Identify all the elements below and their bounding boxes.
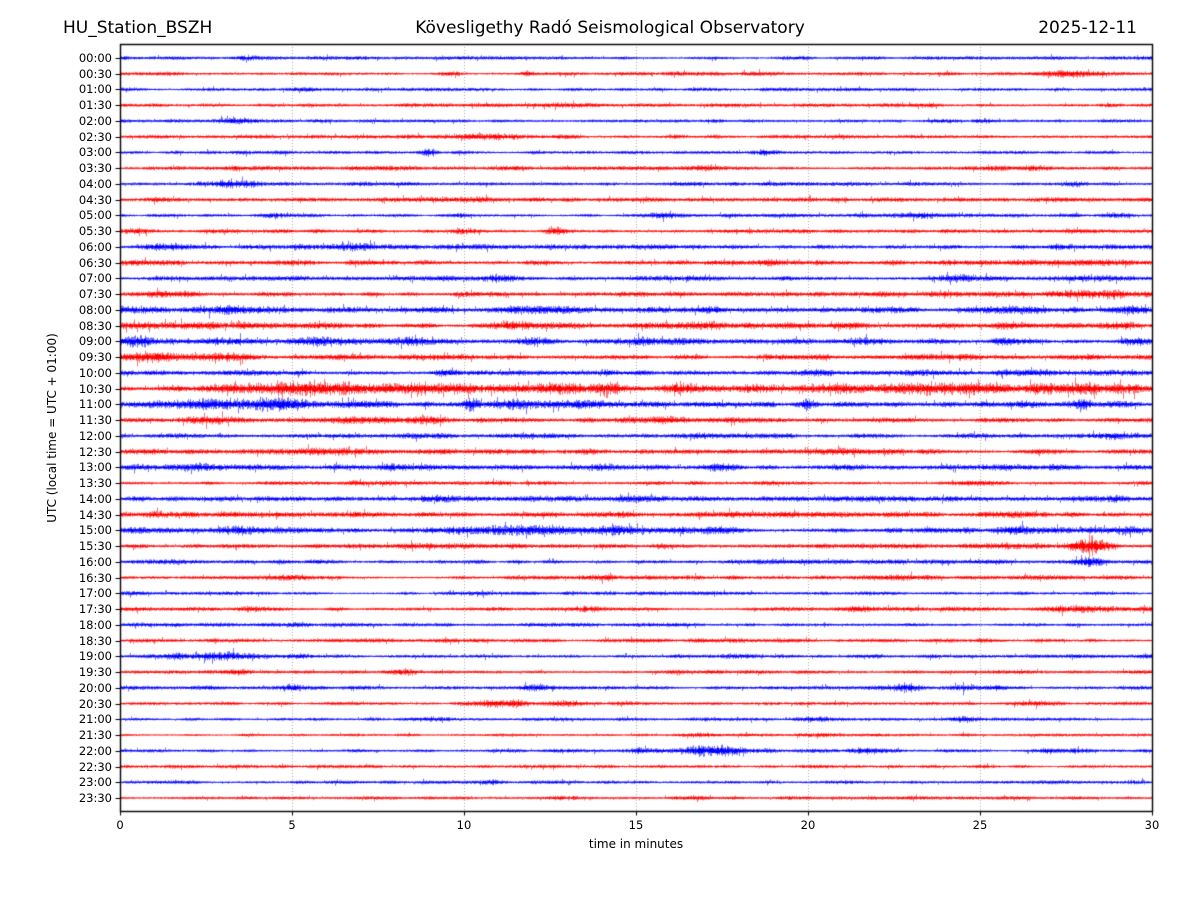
y-tick-label: 05:00 [78, 208, 112, 223]
y-tick-label: 22:30 [78, 759, 112, 774]
y-tick-label: 17:30 [78, 602, 112, 617]
y-tick-label: 11:00 [78, 397, 112, 412]
y-tick-label: 20:30 [78, 696, 112, 711]
x-tick-label: 0 [116, 818, 124, 832]
y-tick-label: 13:00 [78, 460, 112, 475]
y-tick-label: 19:30 [78, 665, 112, 680]
y-tick-label: 15:00 [78, 523, 112, 538]
y-tick-label: 16:00 [78, 554, 112, 569]
y-tick-label: 06:00 [78, 239, 112, 254]
y-tick-label: 21:30 [78, 728, 112, 743]
x-tick-label: 15 [628, 818, 644, 832]
y-tick-label: 16:30 [78, 570, 112, 585]
y-tick-label: 13:30 [78, 476, 112, 491]
y-tick-label: 11:30 [78, 413, 112, 428]
y-tick-label: 23:00 [78, 775, 112, 790]
y-tick-label: 10:30 [78, 381, 112, 396]
y-tick-label: 15:30 [78, 539, 112, 554]
y-tick-label: 00:00 [78, 51, 112, 65]
observatory-title: Kövesligethy Radó Seismological Observat… [415, 18, 805, 38]
y-tick-label: 12:30 [78, 444, 112, 459]
y-tick-label: 02:30 [78, 129, 112, 144]
y-tick-label: 12:00 [78, 428, 112, 443]
y-tick-label: 09:00 [78, 334, 112, 349]
y-tick-label: 14:30 [78, 507, 112, 522]
y-tick-label: 00:30 [78, 66, 112, 81]
y-tick-label: 02:00 [78, 113, 112, 128]
y-tick-label: 20:00 [78, 680, 112, 695]
y-tick-label: 17:00 [78, 586, 112, 601]
date-label: 2025-12-11 [1038, 18, 1137, 38]
x-tick-label: 30 [1144, 818, 1160, 832]
y-tick-label: 08:00 [78, 302, 112, 317]
y-tick-label: 22:00 [78, 743, 112, 758]
x-tick-label: 10 [456, 818, 472, 832]
y-tick-label: 10:00 [78, 365, 112, 380]
y-tick-label: 03:30 [78, 161, 112, 176]
y-tick-label: 01:00 [78, 82, 112, 97]
y-tick-label: 07:00 [78, 271, 112, 286]
y-tick-label: 07:30 [78, 287, 112, 302]
x-tick-label: 5 [288, 818, 296, 832]
y-tick-label: 23:30 [78, 791, 112, 805]
y-tick-label: 01:30 [78, 98, 112, 113]
x-tick-label: 25 [972, 818, 988, 832]
y-tick-label: 18:00 [78, 617, 112, 632]
x-tick-label: 20 [800, 818, 816, 832]
y-tick-label: 04:30 [78, 192, 112, 207]
y-tick-label: 05:30 [78, 224, 112, 239]
y-tick-label: 21:00 [78, 712, 112, 727]
y-tick-label: 04:00 [78, 176, 112, 191]
y-tick-label: 06:30 [78, 255, 112, 270]
y-tick-label: 19:00 [78, 649, 112, 664]
y-tick-label: 14:00 [78, 491, 112, 506]
y-tick-label: 18:30 [78, 633, 112, 648]
y-tick-label: 09:30 [78, 350, 112, 365]
y-tick-label: 08:30 [78, 318, 112, 333]
station-title: HU_Station_BSZH [63, 18, 213, 38]
x-axis-label: time in minutes [588, 837, 684, 851]
y-tick-label: 03:00 [78, 145, 112, 160]
